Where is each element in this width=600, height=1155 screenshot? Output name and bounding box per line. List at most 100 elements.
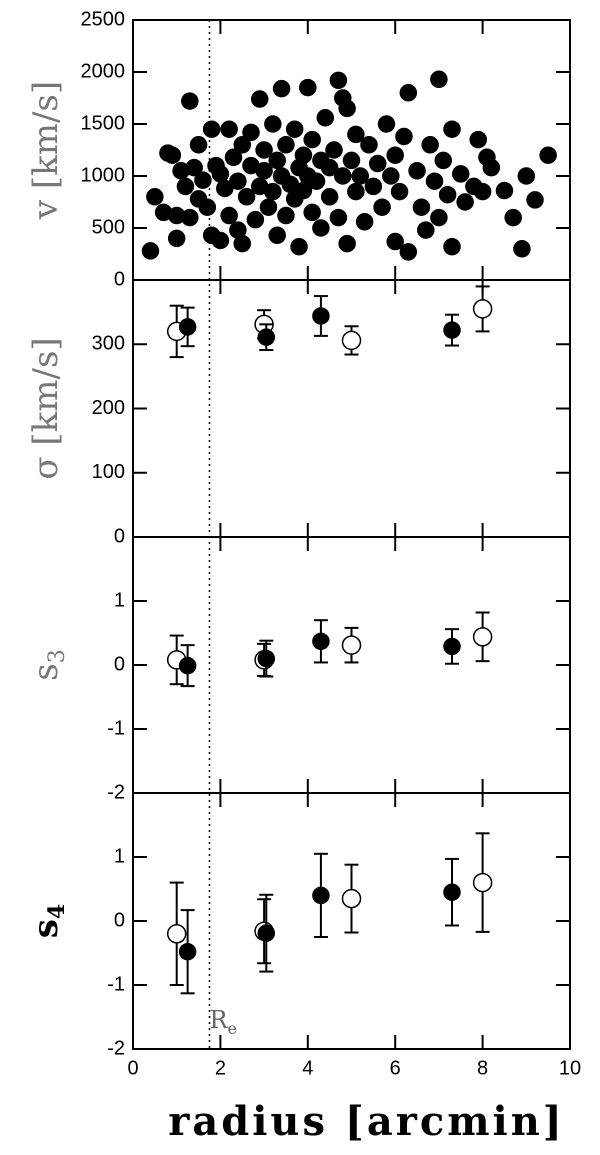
point	[202, 120, 221, 138]
point	[443, 883, 461, 901]
point	[246, 210, 265, 229]
y-axis-label-sub: 3	[45, 649, 70, 663]
point	[472, 627, 493, 647]
point	[504, 208, 522, 227]
point	[299, 78, 317, 97]
x-tick-label: 2	[215, 1057, 226, 1079]
point	[408, 162, 426, 180]
y-tick-label: 200	[92, 397, 125, 419]
point	[141, 242, 160, 260]
reference-label-sub: e	[228, 1019, 237, 1038]
y-axis-label: s4	[26, 904, 70, 938]
point	[233, 136, 251, 154]
point	[237, 188, 256, 206]
point	[338, 234, 356, 253]
point	[185, 158, 203, 177]
y-axis-label-sub: 4	[44, 904, 70, 919]
point	[472, 299, 493, 319]
point	[469, 130, 487, 149]
point	[347, 125, 365, 144]
y-axis-label-main: σ [km/s]	[26, 337, 66, 479]
point	[224, 148, 243, 167]
y-tick-label: 500	[92, 216, 125, 238]
point	[189, 136, 208, 154]
point	[211, 165, 230, 183]
point	[472, 872, 493, 893]
point	[163, 146, 182, 164]
plot-frame	[132, 279, 571, 538]
x-tick-label: 4	[302, 1057, 313, 1079]
point	[272, 79, 291, 98]
point	[268, 151, 286, 170]
point	[360, 136, 378, 154]
point	[452, 165, 470, 183]
plot-frame	[132, 536, 571, 794]
point	[329, 71, 348, 90]
point	[341, 888, 362, 909]
x-tick-label: 6	[390, 1057, 401, 1079]
point	[377, 115, 396, 133]
point	[526, 191, 544, 209]
point	[539, 146, 557, 164]
point	[351, 167, 369, 185]
y-axis-label: s3	[26, 649, 70, 680]
point	[421, 136, 439, 154]
point	[216, 179, 234, 198]
y-tick-label: 2000	[81, 60, 126, 82]
point	[430, 70, 448, 89]
y-axis-label-main: v [km/s]	[26, 81, 66, 220]
point	[368, 154, 387, 173]
point	[316, 109, 335, 127]
point	[268, 226, 286, 245]
point	[220, 206, 238, 225]
y-axis-label-main: s	[26, 663, 66, 680]
point	[417, 221, 435, 239]
y-tick-label: 0	[114, 909, 125, 931]
reference-label: Re	[209, 1006, 237, 1038]
point	[194, 171, 212, 189]
point	[443, 637, 461, 656]
y-tick-label: -2	[107, 1037, 125, 1059]
x-tick-label: 0	[127, 1057, 138, 1079]
point	[233, 234, 251, 253]
point	[342, 151, 361, 170]
point	[229, 172, 247, 190]
point	[264, 115, 282, 133]
point	[341, 635, 362, 655]
point	[242, 123, 260, 142]
point	[285, 120, 304, 138]
point	[178, 656, 197, 675]
point	[334, 167, 352, 185]
point	[513, 240, 531, 258]
point	[290, 237, 308, 256]
point	[277, 136, 295, 154]
point	[482, 158, 501, 177]
point	[517, 167, 536, 185]
y-tick-label: -2	[107, 781, 125, 803]
point	[347, 182, 365, 201]
point	[386, 232, 404, 251]
point	[443, 321, 461, 339]
point	[166, 924, 187, 944]
point	[307, 172, 326, 190]
point	[312, 886, 330, 905]
x-axis-label: radius [arcmin]	[168, 1098, 564, 1145]
point	[399, 84, 418, 102]
point	[294, 146, 313, 164]
point	[443, 237, 461, 256]
point	[320, 188, 339, 206]
point	[220, 120, 238, 138]
point	[399, 243, 418, 261]
y-tick-label: 0	[114, 525, 125, 547]
point	[146, 188, 164, 206]
point	[341, 330, 362, 351]
point	[257, 924, 276, 942]
point	[259, 198, 278, 216]
y-axis-label: v [km/s]	[26, 81, 66, 220]
point	[211, 231, 230, 250]
point	[329, 208, 348, 227]
point	[178, 318, 197, 336]
point	[181, 92, 199, 110]
point	[303, 203, 321, 222]
